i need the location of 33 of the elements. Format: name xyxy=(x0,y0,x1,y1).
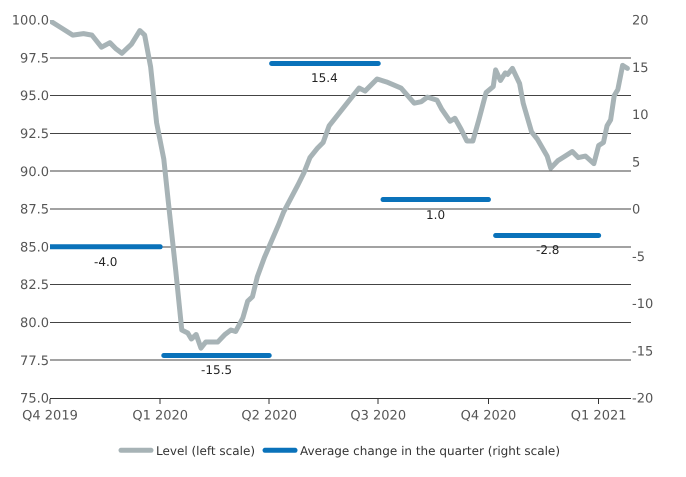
y-tick-label: 77.5 xyxy=(20,354,49,369)
y-tick-label: 85.0 xyxy=(20,240,49,256)
legend-label: Level (left scale) xyxy=(156,444,256,458)
y2-tick-label: -10 xyxy=(632,297,654,312)
y-tick-label: 80.0 xyxy=(20,316,49,331)
x-tick-label: Q2 2020 xyxy=(241,408,298,424)
y-tick-label: 95.0 xyxy=(20,89,49,104)
y2-tick-label: 20 xyxy=(632,14,649,29)
y2-tick-label: 0 xyxy=(632,202,640,218)
y-tick-label: 87.5 xyxy=(20,202,49,218)
x-tick-label: Q4 2019 xyxy=(22,408,78,424)
x-tick-label: Q1 2020 xyxy=(132,408,188,424)
y2-tick-label: 5 xyxy=(632,155,640,170)
annotation: 1.0 xyxy=(426,208,446,222)
annotation: -4.0 xyxy=(94,255,118,269)
annotation: 15.4 xyxy=(311,71,338,85)
x-tick-label: Q4 2020 xyxy=(460,408,516,424)
y2-tick-label: -20 xyxy=(632,392,654,407)
y-tick-label: 100.0 xyxy=(12,14,49,29)
y-tick-label: 75.0 xyxy=(20,392,49,407)
x-tick-label: Q3 2020 xyxy=(350,408,406,424)
y-tick-label: 82.5 xyxy=(20,278,49,294)
annotation: -15.5 xyxy=(201,363,232,377)
y-tick-label: 97.5 xyxy=(20,51,49,66)
y-tick-label: 92.5 xyxy=(20,126,49,142)
y2-tick-label: 10 xyxy=(632,108,649,124)
y-tick-label: 90.0 xyxy=(20,164,49,180)
annotation: -2.8 xyxy=(536,243,560,257)
x-tick-label: Q1 2021 xyxy=(570,408,627,424)
y2-tick-label: 15 xyxy=(632,60,649,76)
y2-tick-label: -5 xyxy=(632,250,645,265)
legend-label: Average change in the quarter (right scale) xyxy=(300,444,560,458)
y2-tick-label: -15 xyxy=(632,344,654,360)
